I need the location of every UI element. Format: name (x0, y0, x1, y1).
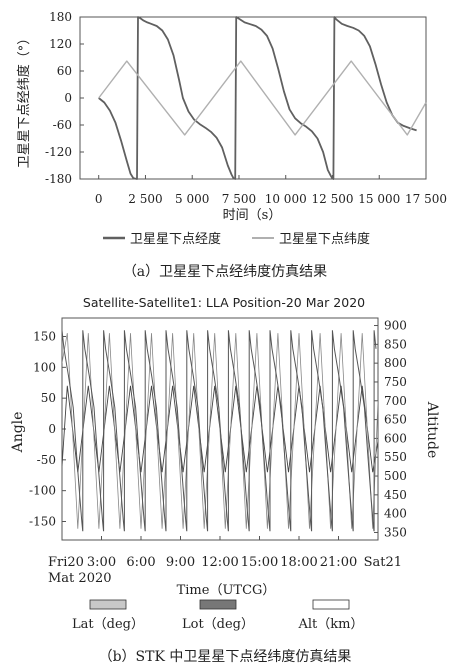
chart-b-y-ticks: 150 100 50 0 -50 -100 -150 (29, 330, 66, 529)
chart-a-caption: （a）卫星星下点经纬度仿真结果 (123, 264, 327, 280)
chart-b-y2-tick-label: 850 (384, 337, 407, 351)
chart-b-y2-tick-label: 700 (384, 394, 407, 408)
chart-a-x-ticks: 0 2 500 5 000 7 500 10 000 12 500 15 000 17 500 (95, 175, 447, 206)
chart-b-x-ticks: Fri20 3:00 6:00 9:00 12:00 15:00 18:00 21:00 Sat… (48, 536, 402, 570)
chart-a-x-tick-label: 12 500 (311, 192, 353, 206)
chart-b-y-tick-label: 100 (33, 360, 56, 374)
chart-a-y-tick-label: -180 (45, 172, 72, 186)
chart-b-x-tick-label: 3:00 (87, 555, 116, 570)
chart-b-y2-tick-label: 500 (384, 469, 407, 483)
chart-a-x-tick-label: 15 000 (358, 192, 400, 206)
chart-b-x-tick-label: Sat21 (364, 555, 402, 570)
chart-b-y2-ticks: 900 850 800 750 700 650 600 550 500 450 400 350 (374, 319, 407, 539)
chart-b-y2-tick-label: 750 (384, 375, 407, 389)
chart-b-y2-tick-label: 550 (384, 450, 407, 464)
chart-a-y-axis-label: 卫星星下点经纬度（°） (16, 32, 32, 169)
chart-b-x-tick-label: Fri20 (48, 555, 84, 570)
chart-a-y-tick-label: -60 (53, 118, 72, 132)
chart-b-x-tick-label: 15:00 (241, 555, 278, 570)
chart-a-x-tick-label: 2 500 (128, 192, 162, 206)
chart-a-series (98, 16, 427, 180)
chart-b-y-axis-label: Angle (10, 412, 26, 454)
chart-a-x-tick-label: 7 500 (222, 192, 256, 206)
chart-b-y2-axis-label: Altitude (424, 401, 440, 459)
chart-b-y2-tick-label: 600 (384, 431, 407, 445)
chart-b: Satellite-Satellite1: LLA Position-20 Ma… (10, 295, 440, 665)
chart-b-legend-label-lot: Lot（deg） (182, 617, 254, 632)
chart-b-series (62, 330, 378, 532)
chart-a-x-tick-label: 5 000 (175, 192, 209, 206)
chart-b-x-axis-label: Time（UTCG） (177, 583, 276, 598)
chart-a-x-axis-label: 时间（s） (223, 208, 282, 223)
chart-a-series-longitude (98, 16, 417, 180)
chart-a-y-ticks: 180 120 60 0 -60 -120 -180 (45, 10, 84, 186)
chart-b-y-tick-label: -150 (29, 515, 56, 529)
chart-a-x-tick-label: 10 000 (265, 192, 307, 206)
chart-b-title: Satellite-Satellite1: LLA Position-20 Ma… (83, 295, 365, 310)
chart-a-y-tick-label: 0 (64, 91, 72, 105)
chart-b-y2-tick-label: 650 (384, 413, 407, 427)
chart-a-x-tick-label: 0 (95, 192, 103, 206)
chart-b-y-tick-label: 50 (41, 391, 56, 405)
chart-b-y2-tick-label: 350 (384, 525, 407, 539)
chart-a-y-tick-label: -120 (45, 145, 72, 159)
chart-b-y2-tick-label: 400 (384, 507, 407, 521)
chart-b-x-tick-label: 12:00 (201, 555, 238, 570)
chart-b-series-lot (62, 330, 377, 532)
chart-b-caption: （b）STK 中卫星星下点经纬度仿真结果 (99, 649, 352, 665)
chart-b-x-tick-label: 9:00 (166, 555, 195, 570)
chart-a: 180 120 60 0 -60 -120 -180 0 2 500 5 000 7 500 10 … (16, 10, 447, 280)
chart-b-series-group (62, 330, 378, 532)
chart-a-y-tick-label: 120 (49, 37, 72, 51)
chart-a-x-tick-label: 17 500 (405, 192, 447, 206)
chart-a-y-tick-label: 60 (57, 64, 72, 78)
chart-b-y-tick-label: 0 (48, 422, 56, 436)
chart-b-legend-label-lat: Lat（deg） (72, 617, 144, 632)
chart-b-y-tick-label: 150 (33, 330, 56, 344)
chart-b-x-tick-label: 21:00 (320, 555, 357, 570)
chart-b-y-tick-label: -50 (37, 453, 56, 467)
chart-b-x-tick-label: 6:00 (126, 555, 155, 570)
chart-a-legend-label-lat: 卫星星下点纬度 (279, 231, 370, 247)
chart-a-plot-frame (79, 16, 427, 180)
chart-b-legend-label-alt: Alt（km） (298, 617, 364, 632)
chart-b-legend-swatch-lat (89, 599, 127, 610)
chart-a-y-tick-label: 180 (49, 10, 72, 24)
chart-b-legend-swatch-lot (199, 599, 237, 610)
chart-a-series-latitude (98, 60, 427, 136)
chart-b-legend-swatch-alt (312, 599, 350, 610)
chart-b-y-tick-label: -100 (29, 484, 56, 498)
chart-b-y2-tick-label: 900 (384, 319, 407, 333)
chart-b-y2-tick-label: 450 (384, 488, 407, 502)
chart-b-y2-tick-label: 800 (384, 356, 407, 370)
chart-b-x-tick-label: 18:00 (280, 555, 317, 570)
chart-b-x-tick-sub: Mat 2020 (48, 571, 112, 586)
chart-a-legend-label-lon: 卫星星下点经度 (130, 231, 221, 247)
